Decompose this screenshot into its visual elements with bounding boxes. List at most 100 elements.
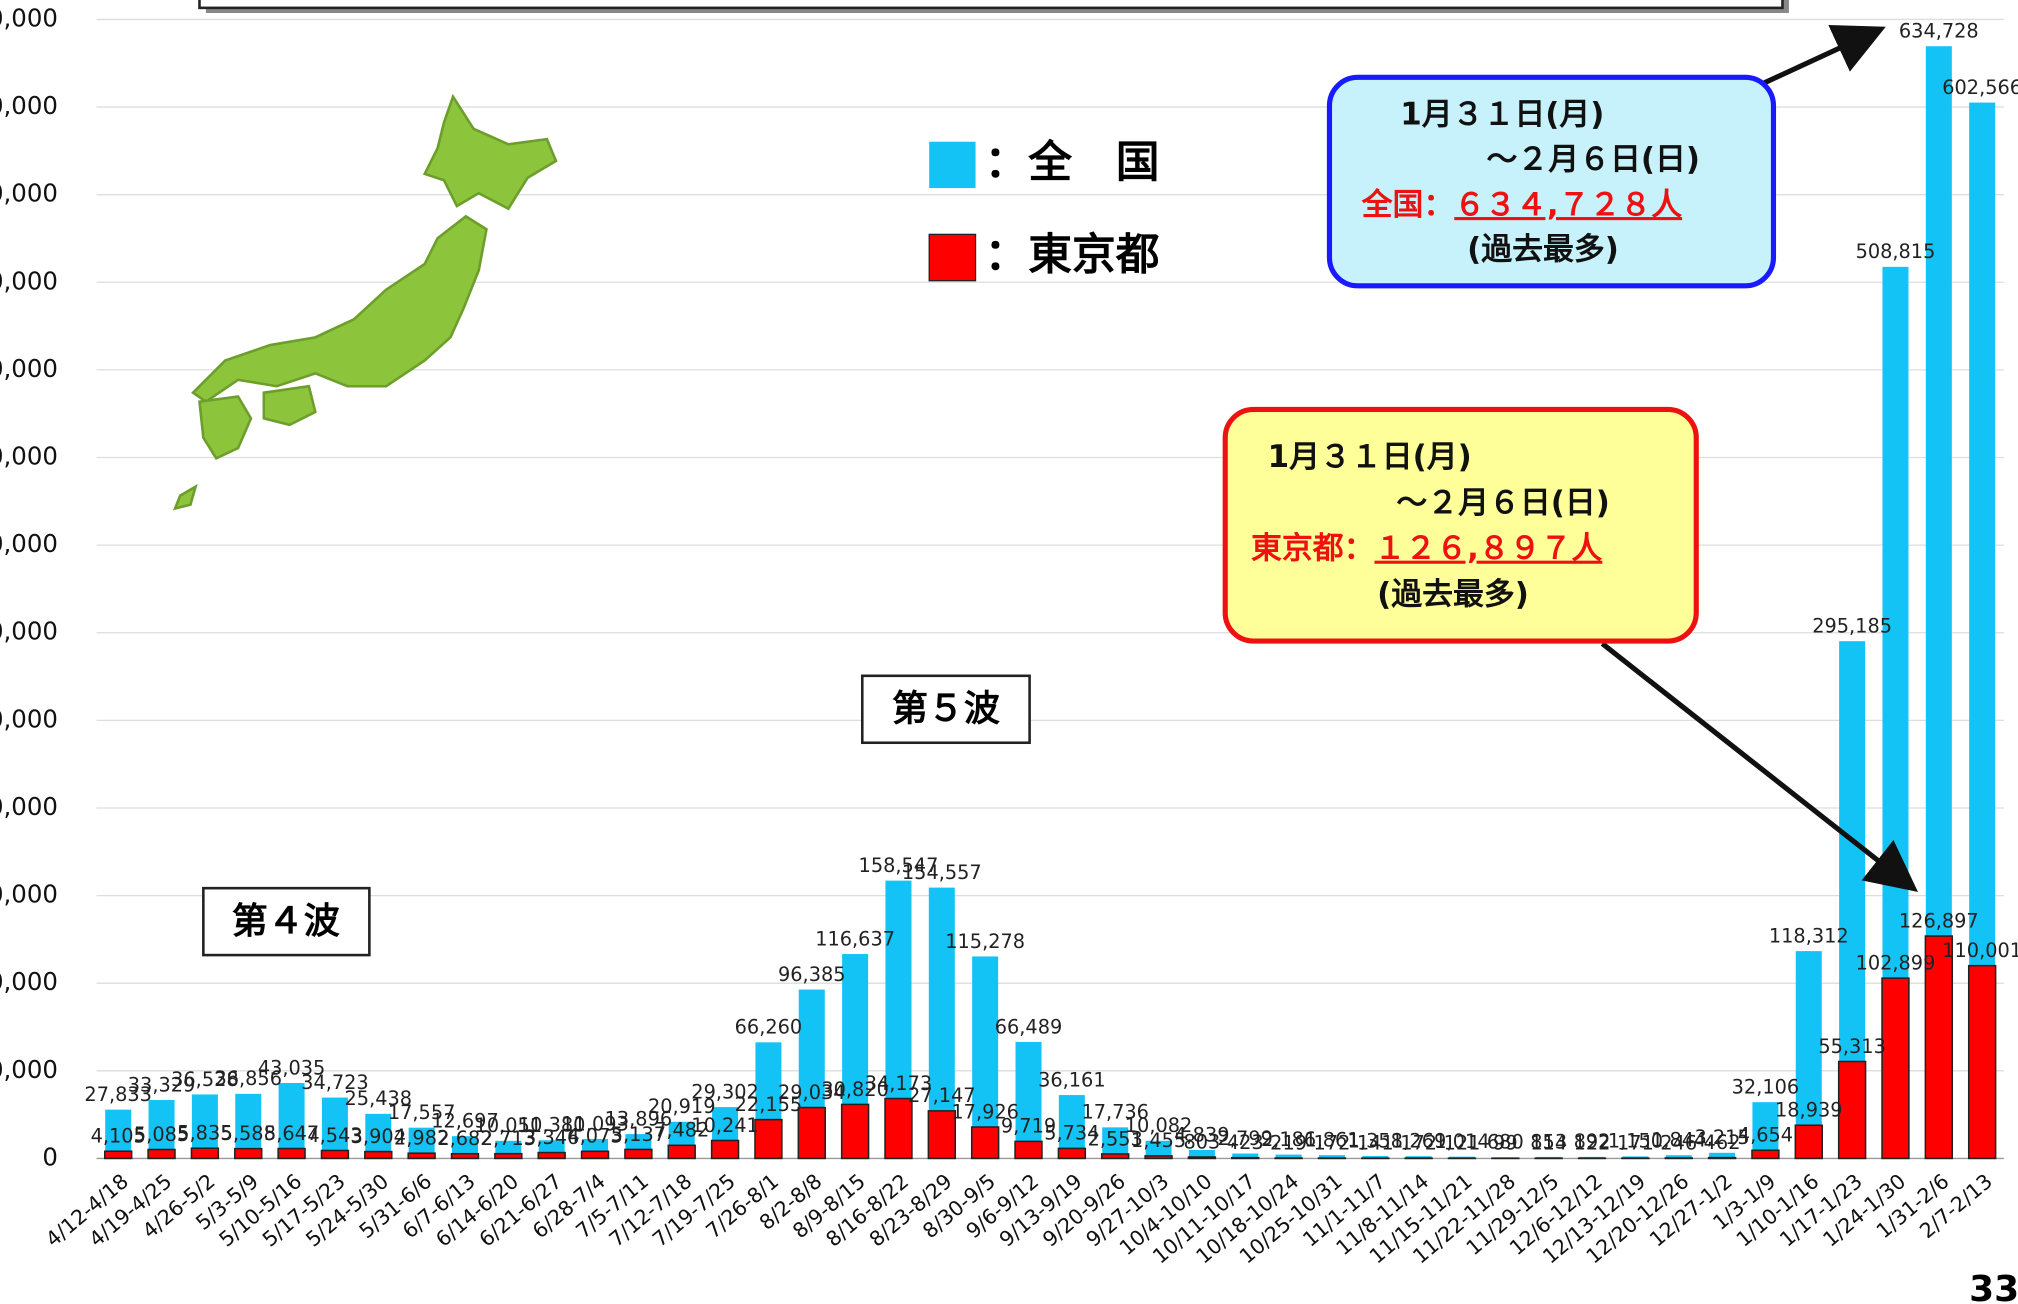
annotation-text: 1月３１日(月) xyxy=(1268,439,1472,475)
value-label: 5,588 xyxy=(221,1122,276,1145)
japan-map xyxy=(172,93,558,511)
value-label: 33,329 xyxy=(128,1073,196,1096)
value-label: 34,723 xyxy=(301,1071,369,1094)
value-label: 12,697 xyxy=(431,1110,499,1133)
value-label: 27,147 xyxy=(908,1084,976,1107)
value-label: 602,566 xyxy=(1942,76,2018,99)
bar-national xyxy=(1188,1149,1215,1159)
value-label: 5,085 xyxy=(134,1123,189,1146)
value-label: 508,815 xyxy=(1856,240,1936,263)
annotation-text: (過去最多) xyxy=(1377,577,1529,613)
bars: 27,83333,32936,52836,85643,03534,72325,4… xyxy=(41,20,2018,1269)
value-label: 126,897 xyxy=(1899,909,1979,932)
value-label: 462 xyxy=(1704,1131,1741,1154)
bar-tokyo xyxy=(1881,977,1910,1160)
y-tick-label: 200,000 xyxy=(0,792,58,821)
bar-tokyo xyxy=(450,1152,480,1160)
value-label: 1,844 xyxy=(1651,1129,1706,1152)
value-label: 2,799 xyxy=(1218,1127,1273,1150)
bar-tokyo xyxy=(190,1147,220,1160)
value-label: 4,839 xyxy=(1174,1123,1229,1146)
bar-tokyo xyxy=(1231,1156,1260,1160)
legend-label: ：全 国 xyxy=(985,137,1160,188)
islands xyxy=(172,483,198,511)
value-label: 246 xyxy=(1660,1131,1697,1154)
wave-box xyxy=(860,674,1031,745)
bar-tokyo xyxy=(1144,1155,1173,1160)
bar-tokyo xyxy=(364,1150,393,1160)
value-label: 295,185 xyxy=(1812,615,1892,638)
value-label: 118,312 xyxy=(1769,924,1849,947)
bar-tokyo xyxy=(1751,1149,1780,1160)
bar-tokyo xyxy=(840,1103,870,1160)
value-label: 11,093 xyxy=(561,1112,629,1135)
bar-national xyxy=(321,1097,348,1159)
value-label: 1,861 xyxy=(1304,1129,1359,1152)
y-tick-label: 300,000 xyxy=(0,617,58,646)
bar-tokyo xyxy=(1924,935,1954,1160)
banner xyxy=(198,0,1784,10)
annotation-text: (過去最多) xyxy=(1467,232,1619,268)
value-label: 1,455 xyxy=(1131,1129,1186,1152)
bar-tokyo xyxy=(537,1151,566,1160)
value-label: 96,385 xyxy=(778,963,846,986)
value-label: 116,637 xyxy=(815,927,895,950)
annotation-text: 東京都：１２６,８９７人 xyxy=(1251,530,1602,566)
annotation-label: 全国： xyxy=(1361,187,1455,223)
bar-tokyo xyxy=(710,1139,740,1160)
value-label: 5,734 xyxy=(1044,1122,1099,1145)
value-label: 171 xyxy=(1617,1131,1654,1154)
value-label: 2,713 xyxy=(481,1127,536,1150)
value-label: 17,736 xyxy=(1081,1101,1149,1124)
value-label: 115,278 xyxy=(945,930,1025,953)
value-label: 13,896 xyxy=(605,1107,673,1130)
value-label: 102,899 xyxy=(1856,951,1936,974)
value-label: 18,939 xyxy=(1775,1099,1843,1122)
annotation-total: ６３４,７２８人 xyxy=(1454,187,1682,223)
value-label: 3,215 xyxy=(1694,1126,1749,1149)
bar-tokyo xyxy=(277,1147,306,1160)
value-label: 2,186 xyxy=(1261,1128,1316,1151)
y-tick-label: 650,000 xyxy=(0,3,58,32)
wave-box xyxy=(202,886,371,957)
bar-national xyxy=(105,1109,132,1159)
value-label: 34,173 xyxy=(865,1072,933,1095)
legend-swatch xyxy=(929,141,976,189)
bar-tokyo xyxy=(147,1148,176,1160)
value-label: 172 xyxy=(1400,1131,1437,1154)
value-label: 154,557 xyxy=(902,861,982,884)
value-label: 853 xyxy=(1530,1130,1567,1153)
bar-tokyo xyxy=(1837,1060,1867,1160)
honshu xyxy=(191,214,488,404)
value-label: 423 xyxy=(1227,1131,1264,1154)
value-label: 1,269 xyxy=(1391,1130,1446,1153)
value-label: 36,161 xyxy=(1038,1068,1106,1091)
value-label: 1,014 xyxy=(1434,1130,1489,1153)
bar-tokyo xyxy=(1100,1153,1130,1160)
value-label: 172 xyxy=(1314,1131,1351,1154)
value-label: 114 xyxy=(1530,1132,1567,1155)
bar-national xyxy=(1232,1153,1259,1159)
value-label: 2,982 xyxy=(394,1127,449,1150)
y-tick-label: 450,000 xyxy=(0,354,58,383)
value-label: 32,106 xyxy=(1732,1076,1800,1099)
page-number: 33 xyxy=(1969,1269,2018,1304)
y-tick-label: 400,000 xyxy=(0,442,58,471)
value-label: 27,833 xyxy=(84,1083,152,1106)
value-label: 121 xyxy=(1444,1132,1481,1155)
value-label: 4,105 xyxy=(91,1125,146,1148)
bar-tokyo xyxy=(494,1152,523,1160)
bar-tokyo xyxy=(580,1150,610,1160)
bar-tokyo xyxy=(970,1126,1000,1160)
y-tick-label: 500,000 xyxy=(0,266,58,295)
value-label: 4,654 xyxy=(1738,1124,1793,1147)
bar-tokyo xyxy=(1014,1140,1043,1160)
y-tick-label: 150,000 xyxy=(0,880,58,909)
value-label: 7,482 xyxy=(654,1119,709,1142)
bar-national xyxy=(1405,1156,1432,1159)
bar-national xyxy=(148,1100,175,1159)
bar-national xyxy=(235,1093,262,1159)
legend-label: ：東京都 xyxy=(985,230,1160,281)
value-label: 5,137 xyxy=(611,1123,666,1146)
